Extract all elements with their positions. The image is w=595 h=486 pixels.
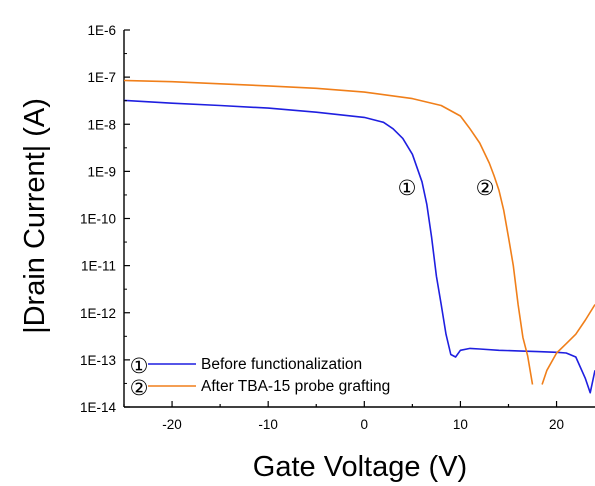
x-tick-label: -20	[162, 417, 182, 432]
legend-marker-after: ②	[130, 376, 149, 400]
legend: ① Before functionalization ② After TBA-1…	[130, 354, 391, 400]
series-line-before	[123, 99, 595, 394]
series-layer	[123, 79, 595, 394]
x-tick-label: -10	[258, 417, 278, 432]
y-tick-label: 1E-14	[80, 400, 117, 415]
y-axis-title: |Drain Current| (A)	[19, 98, 51, 334]
legend-label-after: After TBA-15 probe grafting	[201, 378, 390, 395]
y-tick-label: 1E-7	[87, 70, 116, 85]
y-tick-label: 1E-13	[80, 353, 116, 368]
y-tick-label: 1E-12	[80, 306, 116, 321]
y-tick-label: 1E-6	[87, 23, 116, 38]
legend-label-before: Before functionalization	[201, 356, 362, 373]
y-tick-label: 1E-9	[87, 164, 116, 179]
x-tick-label: 0	[361, 417, 369, 432]
x-tick-label: 10	[453, 417, 468, 432]
x-tick-label: 20	[549, 417, 564, 432]
series-line-after-0	[123, 79, 534, 385]
series-line-after-1	[541, 304, 595, 385]
x-axis-title: Gate Voltage (V)	[253, 451, 467, 483]
y-tick-label: 1E-10	[80, 212, 116, 227]
ticks-layer: 1E-14 1E-13 1E-12 1E-11 1E-10 1E-9 1E-8 1E-7 1E-…	[80, 23, 564, 432]
legend-marker-before: ①	[130, 354, 149, 378]
marker-before: ①	[398, 176, 417, 200]
marker-after: ②	[476, 176, 495, 200]
y-tick-label: 1E-8	[87, 117, 116, 132]
y-tick-label: 1E-11	[81, 259, 116, 274]
